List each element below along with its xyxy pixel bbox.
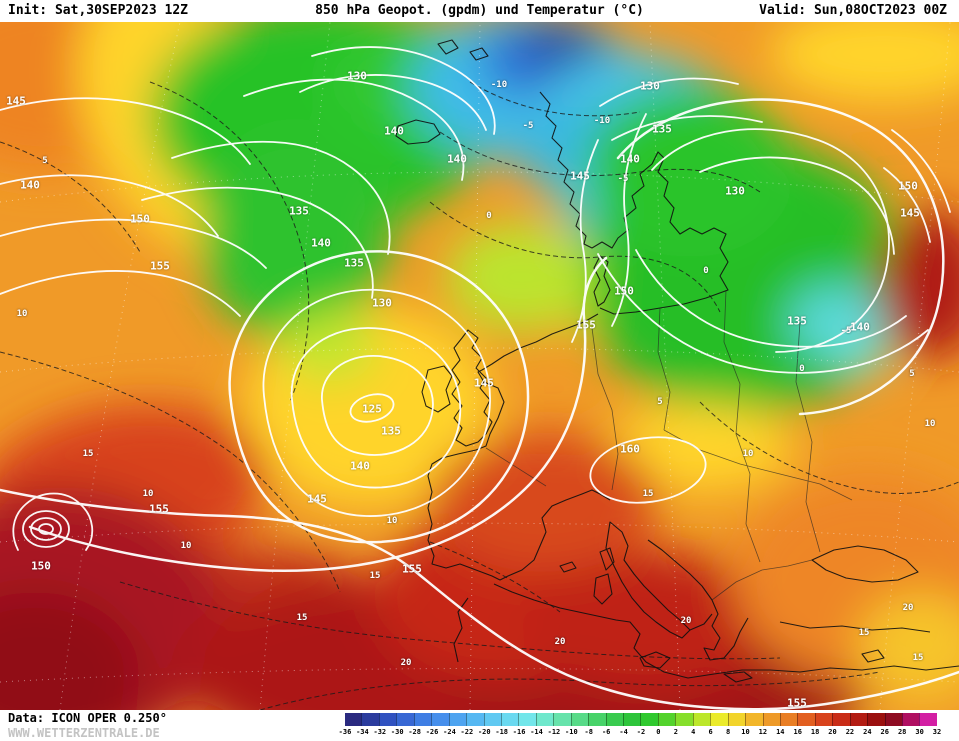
colorbar-label: -28 bbox=[408, 728, 421, 736]
colorbar-label: -12 bbox=[547, 728, 561, 736]
colorbar-segment bbox=[396, 713, 414, 726]
geopotential-contours bbox=[0, 46, 959, 710]
colorbar-segment bbox=[867, 713, 885, 726]
colorbar-segment bbox=[779, 713, 798, 726]
colorbar-segment bbox=[588, 713, 606, 726]
colorbar-segment bbox=[727, 713, 746, 726]
colorbar-label: 12 bbox=[758, 728, 768, 736]
colorbar-label: -24 bbox=[443, 728, 456, 736]
colorbar-label: 30 bbox=[915, 728, 924, 736]
data-source-label: Data: ICON OPER 0.250° bbox=[8, 711, 167, 725]
colorbar-label: 20 bbox=[828, 728, 837, 736]
colorbar-label: 16 bbox=[793, 728, 802, 736]
colorbar-label: 24 bbox=[863, 728, 872, 736]
colorbar-segment bbox=[919, 713, 937, 726]
colorbar-segments bbox=[345, 713, 937, 726]
colorbar-segment bbox=[553, 713, 571, 726]
colorbar-label: 4 bbox=[691, 728, 696, 736]
colorbar-segment bbox=[762, 713, 780, 726]
colorbar-segment bbox=[657, 713, 676, 726]
colorbar-label: 26 bbox=[880, 728, 889, 736]
website-label: WWW.WETTERZENTRALE.DE bbox=[8, 726, 160, 740]
colorbar-segment bbox=[378, 713, 397, 726]
colorbar-label: -16 bbox=[512, 728, 526, 736]
colorbar-segment bbox=[902, 713, 920, 726]
colorbar-segment bbox=[623, 713, 641, 726]
temperature-contours bbox=[0, 81, 959, 710]
colorbar-segment bbox=[640, 713, 658, 726]
colorbar-segment bbox=[466, 713, 484, 726]
colorbar-label: 0 bbox=[656, 728, 661, 736]
colorbar-segment bbox=[431, 713, 449, 726]
colorbar-label: 2 bbox=[673, 728, 678, 736]
chart-title: 850 hPa Geopot. (gpdm) und Temperatur (°… bbox=[315, 3, 644, 18]
colorbar-label: 22 bbox=[845, 728, 855, 736]
colorbar-label: 8 bbox=[725, 728, 731, 736]
colorbar-label: 18 bbox=[810, 728, 820, 736]
colorbar-label: -20 bbox=[477, 728, 491, 736]
colorbar-label: 14 bbox=[776, 728, 785, 736]
colorbar-label: -32 bbox=[373, 728, 387, 736]
colorbar-label: -10 bbox=[565, 728, 578, 736]
colorbar-label: -36 bbox=[338, 728, 352, 736]
colorbar-label: -30 bbox=[390, 728, 404, 736]
colorbar-segment bbox=[483, 713, 501, 726]
colorbar-segment bbox=[692, 713, 711, 726]
colorbar-segment bbox=[500, 713, 519, 726]
map-canvas bbox=[0, 22, 959, 710]
colorbar-label: -18 bbox=[495, 728, 509, 736]
colorbar-label: 6 bbox=[708, 728, 713, 736]
colorbar-label: -34 bbox=[356, 728, 369, 736]
colorbar-label: 28 bbox=[897, 728, 907, 736]
colorbar-label: -8 bbox=[584, 728, 593, 736]
colorbar-label: -2 bbox=[636, 728, 646, 736]
colorbar-segment bbox=[814, 713, 833, 726]
colorbar-label: -26 bbox=[425, 728, 439, 736]
coastlines bbox=[395, 39, 959, 683]
init-time-label: Init: Sat,30SEP2023 12Z bbox=[8, 3, 189, 18]
temperature-field bbox=[0, 22, 959, 710]
colorbar-label: 10 bbox=[741, 728, 750, 736]
colorbar-segment bbox=[361, 713, 379, 726]
colorbar-segment bbox=[832, 713, 850, 726]
colorbar-segment bbox=[345, 713, 362, 726]
valid-time-label: Valid: Sun,08OCT2023 00Z bbox=[759, 3, 947, 18]
colorbar-segment bbox=[413, 713, 432, 726]
header-bar: Init: Sat,30SEP2023 12Z 850 hPa Geopot. … bbox=[0, 0, 959, 22]
colorbar-label: -6 bbox=[601, 728, 611, 736]
colorbar-segment bbox=[884, 713, 902, 726]
colorbar-segment bbox=[535, 713, 554, 726]
colorbar-segment bbox=[675, 713, 693, 726]
colorbar-segment bbox=[797, 713, 815, 726]
colorbar-segment bbox=[518, 713, 536, 726]
colorbar-segment bbox=[745, 713, 763, 726]
weather-map: 145 140 150 155 130 140 140 135 140 135 130 125 135 1… bbox=[0, 22, 959, 710]
colorbar-segment bbox=[710, 713, 728, 726]
colorbar-label: 32 bbox=[932, 728, 942, 736]
colorbar-labels: -36 -34 -32 -30 -28 -26 -24 -22 -20 -18 -16 -14 -12-… bbox=[339, 728, 942, 739]
footer-bar: Data: ICON OPER 0.250° WWW.WETTERZENTRAL… bbox=[0, 710, 959, 741]
colorbar-label: -14 bbox=[530, 728, 543, 736]
colorbar-segment bbox=[570, 713, 589, 726]
colorbar-label: -4 bbox=[619, 728, 628, 736]
colorbar-segment bbox=[849, 713, 868, 726]
colorbar-segment bbox=[605, 713, 623, 726]
colorbar-segment bbox=[448, 713, 467, 726]
colorbar-label: -22 bbox=[460, 728, 474, 736]
